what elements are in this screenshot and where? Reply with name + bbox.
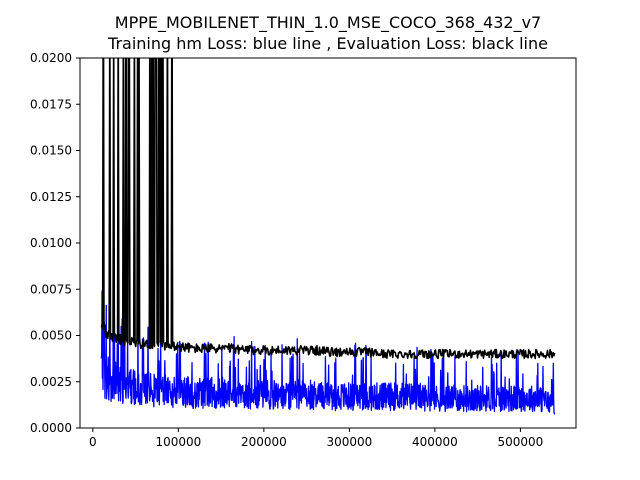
y-tick-label: 0.0075 <box>30 282 72 296</box>
x-tick-label: 0 <box>89 435 97 449</box>
x-tick-label: 500000 <box>498 435 544 449</box>
y-tick-label: 0.0000 <box>30 421 72 435</box>
y-tick-label: 0.0200 <box>30 51 72 65</box>
y-tick-label: 0.0125 <box>30 190 72 204</box>
y-axis: 0.0000 0.0025 0.0050 0.0075 0.0100 0.0125 0.01… <box>30 51 80 435</box>
y-tick-label: 0.0175 <box>30 97 72 111</box>
x-tick-label: 300000 <box>326 435 372 449</box>
series-layer <box>100 58 556 415</box>
y-tick-label: 0.0100 <box>30 236 72 250</box>
x-tick-label: 200000 <box>241 435 287 449</box>
y-tick-label: 0.0050 <box>30 329 72 343</box>
blue-series-line <box>100 285 556 415</box>
y-tick-label: 0.0025 <box>30 375 72 389</box>
x-axis: 0 100000 200000 300000 400000 500000 <box>89 428 543 449</box>
black-series-line <box>100 58 556 360</box>
x-tick-label: 100000 <box>155 435 201 449</box>
y-tick-label: 0.0150 <box>30 144 72 158</box>
x-tick-label: 400000 <box>412 435 458 449</box>
chart-title: MPPE_MOBILENET_THIN_1.0_MSE_COCO_368_432… <box>115 13 541 33</box>
chart-subtitle: Training hm Loss: blue line , Evaluation… <box>107 34 548 53</box>
